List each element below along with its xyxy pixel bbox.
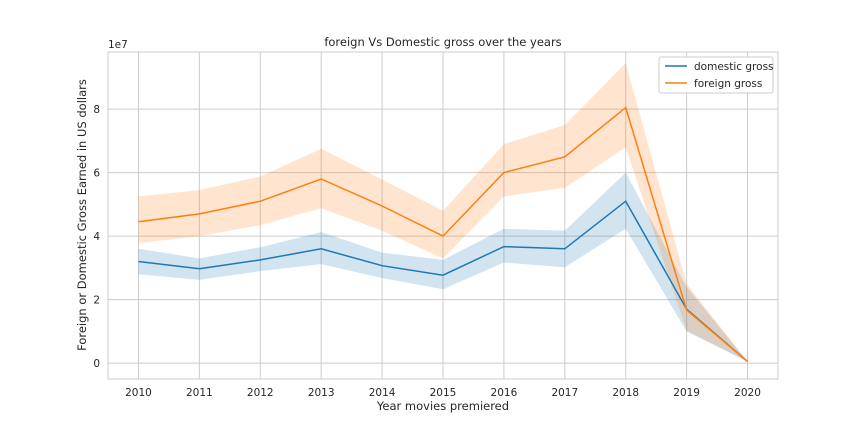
x-tick-label: 2020 (734, 387, 761, 399)
y-axis-label: Foreign or Domestic Gross Earned in US d… (75, 79, 89, 351)
y-tick-label: 6 (93, 168, 100, 180)
series-line-foreign (138, 106, 748, 363)
y-tick-label: 8 (93, 104, 100, 116)
series-lines (138, 106, 748, 363)
x-tick-labels: 2010 2011 2012 2013 2014 2015 2016 2017 2018 2019… (125, 387, 761, 399)
x-tick-label: 2019 (673, 387, 700, 399)
y-tick-label: 4 (93, 231, 100, 243)
y-tick-label: 0 (93, 358, 100, 370)
x-tick-label: 2014 (369, 387, 396, 399)
confidence-band-domestic (138, 172, 748, 362)
legend-label-domestic: domestic gross (694, 61, 774, 73)
y-tick-label: 2 (93, 295, 100, 307)
legend-box (658, 56, 774, 94)
chart-title: foreign Vs Domestic gross over the years (324, 35, 561, 49)
grid (108, 52, 778, 379)
series-line-domestic (138, 200, 748, 363)
x-tick-label: 2016 (491, 387, 518, 399)
x-tick-label: 2015 (430, 387, 457, 399)
legend: domestic gross foreign gross (658, 56, 774, 94)
x-axis-label: Year movies premiered (376, 399, 509, 413)
x-tick-label: 2017 (551, 387, 578, 399)
y-axis-multiplier: 1e7 (108, 39, 128, 51)
legend-label-foreign: foreign gross (694, 78, 762, 90)
y-tick-labels: 0 2 4 6 8 (93, 104, 100, 370)
confidence-bands (138, 63, 748, 362)
x-tick-label: 2018 (612, 387, 639, 399)
x-tick-label: 2011 (186, 387, 213, 399)
x-tick-label: 2010 (125, 387, 152, 399)
x-tick-label: 2013 (308, 387, 335, 399)
confidence-band-foreign (138, 63, 748, 362)
x-tick-label: 2012 (247, 387, 274, 399)
